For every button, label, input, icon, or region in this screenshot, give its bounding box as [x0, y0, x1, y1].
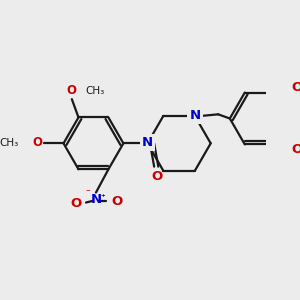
Text: O: O [291, 81, 300, 94]
Text: N: N [189, 109, 200, 122]
Text: ⁻: ⁻ [85, 188, 90, 197]
Text: N: N [142, 136, 153, 149]
Text: O: O [67, 84, 77, 97]
Text: O: O [70, 197, 82, 210]
Text: CH₃: CH₃ [85, 86, 104, 96]
Text: O: O [111, 195, 122, 208]
Text: O: O [32, 136, 42, 149]
Text: O: O [151, 170, 162, 183]
Text: O: O [291, 143, 300, 156]
Text: N: N [90, 194, 101, 206]
Text: ⁺: ⁺ [101, 194, 106, 202]
Text: CH₃: CH₃ [0, 137, 19, 148]
